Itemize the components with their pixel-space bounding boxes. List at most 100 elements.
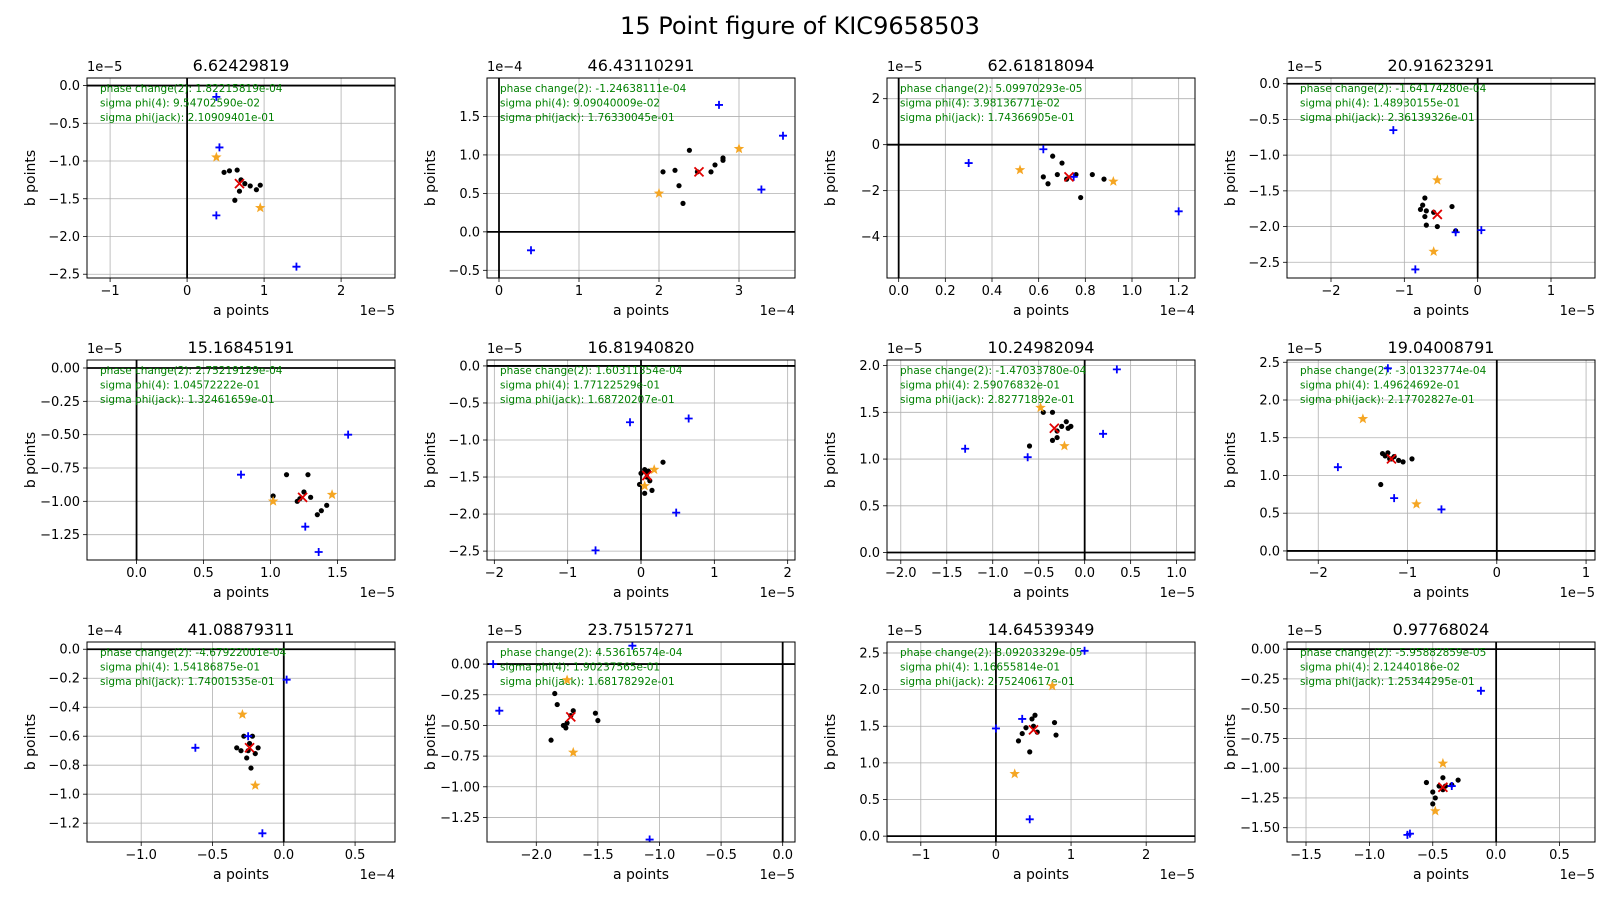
- x-offset-label: 1e−5: [760, 868, 795, 883]
- jack-point-plus: [212, 92, 221, 101]
- data-point: [1385, 450, 1391, 456]
- data-point: [248, 765, 254, 771]
- x-tick-label: 2: [784, 566, 792, 581]
- data-point: [720, 155, 726, 161]
- x-offset-label: 1e−4: [360, 868, 395, 883]
- annotation-text: sigma phi(jack): 1.68178292e-01: [500, 676, 675, 688]
- x-tick-label: 0: [495, 284, 503, 299]
- y-offset-label: 1e−5: [1287, 342, 1322, 357]
- annotation-text: phase change(2): 5.09970293e-05: [900, 83, 1082, 95]
- annotation-text: sigma phi(4): 1.54186875e-01: [100, 662, 260, 674]
- jack-point-plus: [645, 835, 654, 842]
- x-tick-label: −1.5: [582, 848, 614, 863]
- x-axis-label: a points: [1413, 303, 1469, 319]
- plot-area: phase change(2): -1.47033780e-04 sigma ph…: [887, 360, 1195, 560]
- mean-marker: [1063, 171, 1075, 182]
- x-tick-label: 3: [735, 284, 743, 299]
- data-point: [255, 745, 261, 751]
- x-tick-label: 2: [337, 284, 345, 299]
- data-point: [236, 188, 243, 194]
- plot-area: phase change(2): -5.95882859e-05 sigma ph…: [1287, 642, 1595, 842]
- x-tick-label: 0: [1493, 566, 1501, 581]
- data-point: [1051, 719, 1058, 726]
- jack-point-plus: [1437, 505, 1446, 514]
- jack-point-plus: [1476, 686, 1485, 695]
- jack-point-plus: [672, 508, 681, 517]
- y-offset-label: 1e−5: [887, 60, 922, 75]
- data-point: [548, 737, 554, 743]
- x-axis-label: a points: [213, 585, 269, 601]
- y-tick-label: −2.5: [1248, 256, 1280, 271]
- jack-point-plus: [1112, 365, 1121, 374]
- x-tick-label: −1.5: [931, 566, 963, 581]
- x-tick-label: 0.5: [345, 848, 366, 863]
- mean-marker: [297, 492, 308, 503]
- y-tick-label: 1.0: [1259, 469, 1280, 484]
- y-tick-label: −1.00: [40, 495, 80, 510]
- x-axis-label: a points: [1013, 585, 1069, 601]
- y-offset-label: 1e−5: [87, 60, 122, 75]
- data-point: [676, 183, 682, 189]
- y-offset-label: 1e−5: [87, 342, 122, 357]
- star-point: [255, 202, 266, 213]
- y-tick-label: −0.5: [448, 264, 480, 279]
- y-tick-label: 1.0: [859, 756, 880, 771]
- x-tick-label: −0.5: [1023, 566, 1055, 581]
- jack-point-plus: [591, 546, 600, 555]
- jack-point-plus: [1080, 646, 1089, 655]
- data-point: [241, 733, 247, 739]
- data-point: [1417, 206, 1424, 213]
- x-tick-label: −1: [101, 284, 120, 299]
- data-point: [1054, 171, 1060, 178]
- x-axis-label: a points: [1413, 585, 1469, 601]
- jack-point-plus: [344, 430, 353, 439]
- x-offset-label: 1e−5: [1160, 868, 1195, 883]
- star-point: [1428, 246, 1439, 257]
- annotation-text: sigma phi(jack): 2.75240617e-01: [900, 676, 1075, 688]
- x-offset-label: 1e−5: [760, 586, 795, 601]
- data-point: [1050, 153, 1056, 159]
- annotation-text: sigma phi(4): 2.59076832e-01: [900, 380, 1060, 392]
- data-point: [680, 200, 686, 206]
- y-tick-label: 0: [872, 138, 880, 153]
- jack-point-plus: [301, 522, 310, 531]
- x-tick-label: 0: [183, 284, 191, 299]
- jack-point-plus: [757, 185, 766, 194]
- x-axis-label: a points: [213, 303, 269, 319]
- x-axis-label: a points: [1013, 303, 1069, 319]
- y-tick-label: −2.0: [48, 230, 80, 245]
- y-tick-label: −0.5: [1248, 113, 1280, 128]
- star-point: [733, 143, 745, 154]
- jack-point-plus: [314, 548, 323, 556]
- mean-marker: [641, 470, 653, 481]
- data-point: [1015, 738, 1022, 744]
- x-tick-label: 1.5: [327, 566, 348, 581]
- axes-frame: [86, 77, 396, 279]
- jack-point-plus: [282, 675, 291, 684]
- annotation-text: sigma phi(4): 1.49624692e-01: [1300, 380, 1460, 392]
- x-tick-label: −1: [558, 566, 577, 581]
- y-tick-label: 2.5: [859, 646, 880, 661]
- x-tick-label: 1: [1582, 566, 1590, 581]
- data-point: [1049, 409, 1056, 415]
- data-point: [1420, 202, 1426, 208]
- y-tick-label: −0.75: [440, 750, 480, 765]
- data-point: [708, 169, 714, 175]
- x-tick-label: 0.0: [273, 848, 294, 863]
- y-tick-label: −0.2: [48, 672, 80, 687]
- plot-area: phase change(2): 1.82215819e-04 sigma phi…: [87, 78, 395, 278]
- x-tick-label: −2: [1309, 566, 1328, 581]
- data-point: [1040, 174, 1046, 180]
- x-tick-label: 1.2: [1168, 284, 1189, 299]
- y-tick-label: −1.2: [48, 817, 80, 832]
- x-tick-label: 0.0: [1074, 566, 1095, 581]
- data-point: [660, 459, 666, 465]
- y-axis-label: b points: [23, 714, 39, 770]
- x-tick-label: −2.0: [885, 566, 917, 581]
- y-axis-label: b points: [823, 150, 839, 206]
- annotation-text: phase change(2): 8.09203329e-05: [900, 647, 1082, 659]
- subplot-title: 20.91623291: [1388, 56, 1495, 75]
- star-point: [1432, 174, 1443, 185]
- y-tick-label: 2.0: [859, 683, 880, 698]
- y-axis-label: b points: [423, 714, 439, 770]
